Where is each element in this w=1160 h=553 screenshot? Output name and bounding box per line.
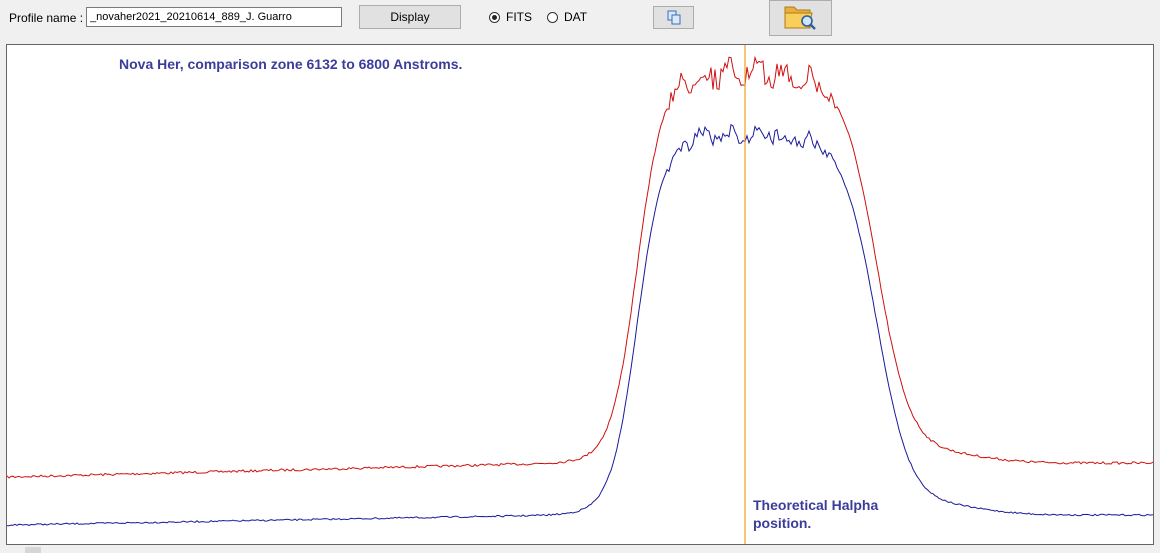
halpha-annotation-line2: position. [753, 515, 812, 531]
radio-unselected-icon [547, 11, 558, 23]
profile-name-label: Profile name : [9, 11, 84, 25]
display-button[interactable]: Display [359, 5, 461, 29]
spectrum-plot: Nova Her, comparison zone 6132 to 6800 A… [6, 44, 1154, 545]
copy-button[interactable] [653, 6, 694, 29]
profile-name-input[interactable] [86, 7, 342, 27]
halpha-annotation-line1: Theoretical Halpha [753, 497, 879, 513]
radio-fits-label: FITS [506, 10, 532, 24]
scroll-corner [25, 547, 41, 553]
radio-dat-label: DAT [564, 10, 588, 24]
series-red-line [7, 55, 1153, 479]
halpha-annotation: Theoretical Halpha position. [753, 496, 933, 532]
copy-icon [667, 10, 681, 25]
series-blue-line [7, 123, 1153, 527]
plot-title: Nova Her, comparison zone 6132 to 6800 A… [119, 56, 463, 72]
format-radio-fits[interactable]: FITS [489, 9, 532, 25]
toolbar: Profile name : Display FITS DAT [0, 0, 1160, 40]
radio-selected-icon [489, 11, 500, 23]
folder-search-icon [784, 6, 816, 30]
format-radio-dat[interactable]: DAT [547, 9, 587, 25]
open-folder-button[interactable] [769, 0, 832, 36]
spectrum-plot-canvas [7, 45, 1153, 544]
